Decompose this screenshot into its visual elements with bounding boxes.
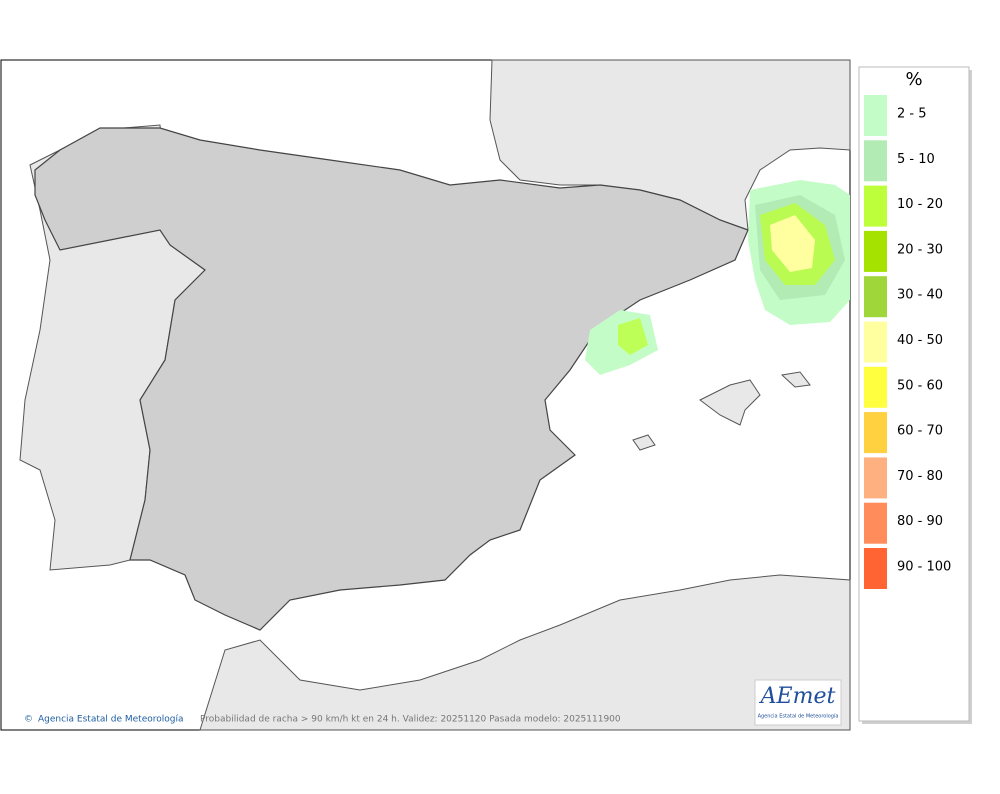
legend-title: %: [905, 69, 922, 90]
copyright-symbol: ©: [24, 715, 33, 725]
legend-swatch: [864, 276, 887, 318]
legend-label: 2 - 5: [897, 107, 927, 122]
area-10-20-b: [618, 318, 648, 355]
legend-swatch: [864, 95, 887, 136]
probability-areas: [585, 180, 850, 375]
area-40-50: [770, 215, 815, 272]
menorca: [780, 371, 811, 388]
legend-swatch: [864, 457, 887, 499]
credit: Agencia Estatal de Meteorología: [38, 715, 184, 725]
legend-swatch: [864, 412, 887, 454]
legend-swatch: [864, 548, 887, 589]
map: © Agencia Estatal de Meteorología Probab…: [0, 59, 851, 731]
legend-label: 70 - 80: [897, 469, 943, 484]
legend-label: 40 - 50: [897, 333, 943, 348]
legend-swatch: [864, 230, 887, 272]
africa: [199, 574, 851, 731]
logo-box: [754, 679, 842, 726]
spain: [34, 127, 749, 631]
legend-swatch: [864, 366, 887, 408]
logo: AEmet: [759, 684, 836, 709]
legend-label: 90 - 100: [897, 560, 951, 575]
legend-label: 50 - 60: [897, 378, 943, 393]
caption: Probabilidad de racha > 90 km/h kt en 24…: [200, 715, 621, 725]
legend-label: 10 - 20: [897, 197, 943, 212]
legend-label: 80 - 90: [897, 514, 943, 529]
legend-swatch: [864, 185, 887, 227]
legend: % 2 - 5 5 - 10 10 - 20 20 - 30 30 - 40 40 - 5…: [858, 66, 972, 724]
ibiza: [632, 434, 656, 451]
logo-subtitle: Agencia Estatal de Meteorología: [758, 713, 839, 720]
legend-swatch: [864, 140, 887, 182]
legend-label: 60 - 70: [897, 424, 943, 439]
legend-label: 5 - 10: [897, 152, 935, 167]
legend-label: 30 - 40: [897, 288, 943, 303]
mallorca: [699, 379, 761, 426]
legend-swatch: [864, 321, 887, 363]
legend-swatch: [864, 502, 887, 544]
legend-label: 20 - 30: [897, 242, 943, 257]
